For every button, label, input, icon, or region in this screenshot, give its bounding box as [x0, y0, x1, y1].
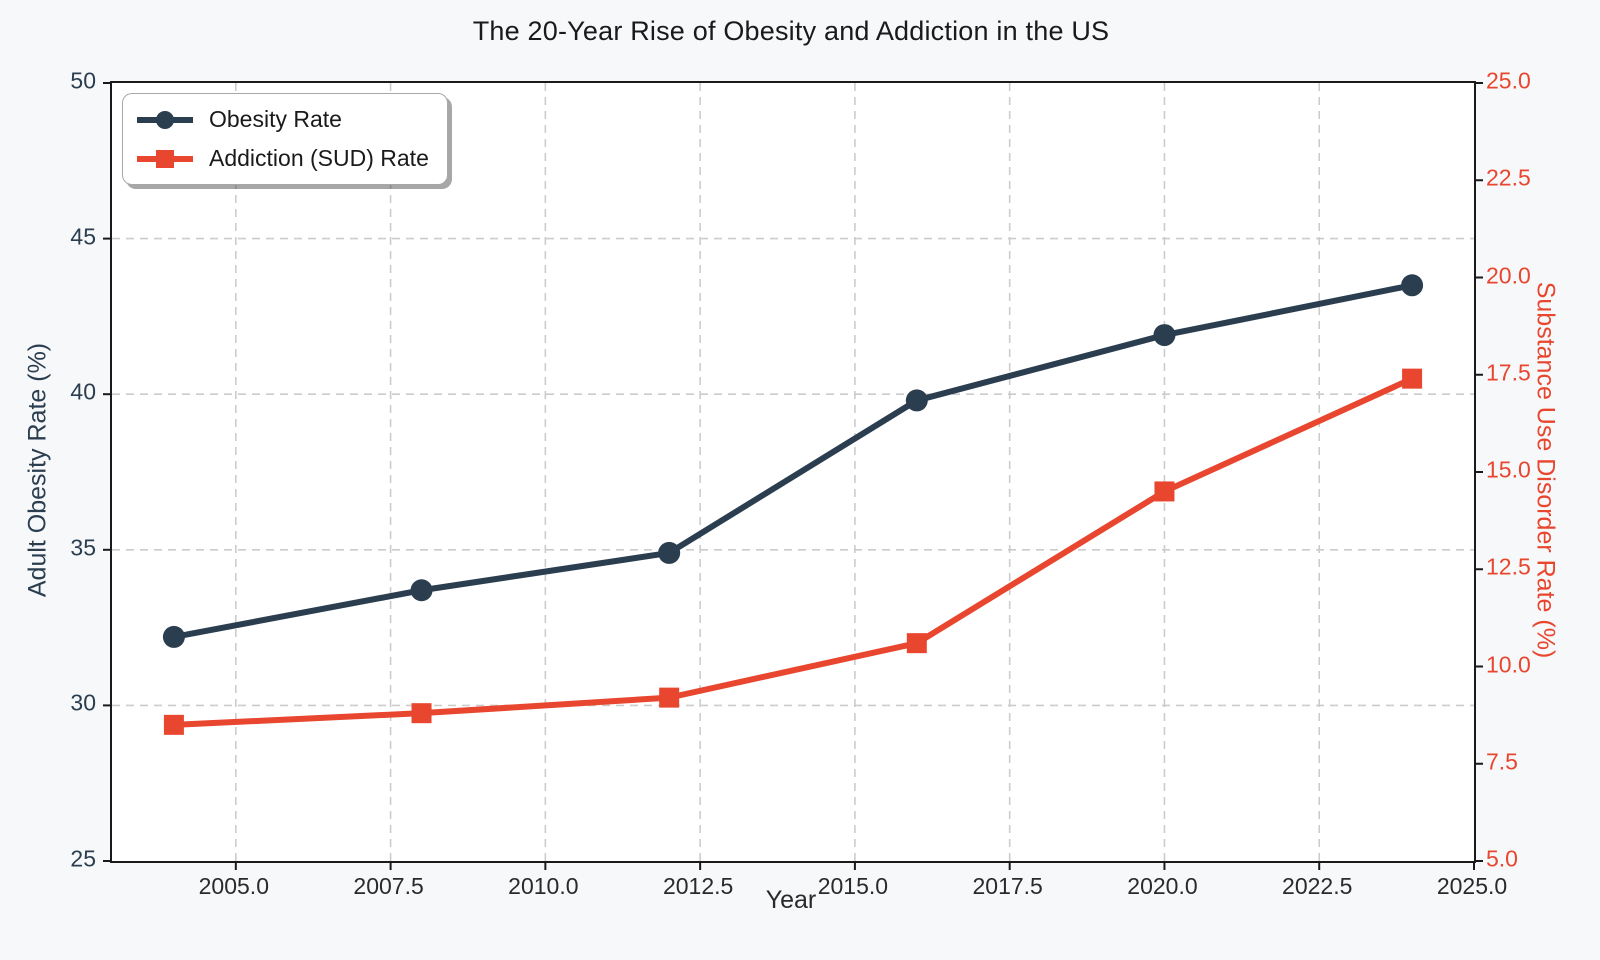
x-tick-label: 2005.0: [198, 873, 269, 899]
data-point-circle: [1401, 274, 1424, 297]
right-axis-label: Substance Use Disorder Rate (%): [1531, 281, 1560, 659]
x-tick-label: 2015.0: [817, 873, 889, 899]
series-line-circle: [170, 282, 1416, 640]
data-point-circle: [162, 625, 185, 648]
y-right-tick-label: 12.5: [1486, 553, 1531, 580]
circle-marker-icon: [156, 110, 174, 129]
data-point-circle: [1153, 324, 1176, 347]
y-right-tick-label: 25.0: [1486, 67, 1531, 94]
x-tick-label: 2020.0: [1127, 873, 1198, 899]
y-right-tick-label: 10.0: [1486, 651, 1531, 677]
y-left-tick-label: 40: [70, 378, 96, 405]
data-point-circle: [658, 541, 681, 564]
y-right-tick-label: 5.0: [1486, 845, 1518, 872]
y-left-tick-label: 50: [70, 67, 96, 94]
legend-item: Addiction (SUD) Rate: [137, 145, 429, 172]
x-axis-label: Year: [765, 886, 817, 914]
x-tick-label: 2007.5: [353, 873, 424, 899]
data-point-circle: [905, 389, 928, 412]
data-point-square: [411, 703, 432, 724]
y-right-tick-label: 7.5: [1486, 748, 1518, 775]
legend-item: Obesity Rate: [137, 106, 429, 133]
data-point-square: [906, 633, 927, 654]
square-marker-icon: [156, 149, 174, 168]
series-line-square: [170, 375, 1416, 728]
data-point-square: [1154, 481, 1175, 502]
chart-title: The 20-Year Rise of Obesity and Addictio…: [472, 16, 1110, 46]
y-right-tick-label: 15.0: [1486, 456, 1531, 483]
legend: Obesity Rate Addiction (SUD) Rate: [122, 93, 448, 185]
plot-area: [103, 81, 1483, 870]
plot-canvas: [103, 82, 1483, 870]
legend-sample-square: [137, 149, 193, 169]
y-left-tick-label: 45: [70, 223, 96, 250]
x-tick-label: 2025.0: [1436, 873, 1508, 899]
x-tick-label: 2010.0: [508, 873, 579, 899]
y-right-tick-label: 20.0: [1486, 262, 1531, 288]
y-right-tick-label: 17.5: [1486, 359, 1531, 386]
y-right-tick-label: 22.5: [1486, 164, 1531, 191]
legend-label: Addiction (SUD) Rate: [209, 145, 429, 171]
y-left-tick-label: 25: [70, 845, 96, 872]
x-tick-label: 2012.5: [662, 873, 734, 899]
y-left-tick-label: 30: [70, 689, 96, 716]
legend-label: Obesity Rate: [209, 106, 342, 132]
legend-sample-circle: [137, 110, 193, 130]
data-point-circle: [410, 579, 433, 602]
x-tick-label: 2017.5: [972, 873, 1043, 899]
data-point-square: [659, 687, 680, 708]
x-tick-label: 2022.5: [1282, 873, 1353, 899]
y-left-tick-label: 35: [70, 534, 96, 561]
data-point-square: [1402, 368, 1423, 389]
data-point-square: [163, 714, 184, 735]
